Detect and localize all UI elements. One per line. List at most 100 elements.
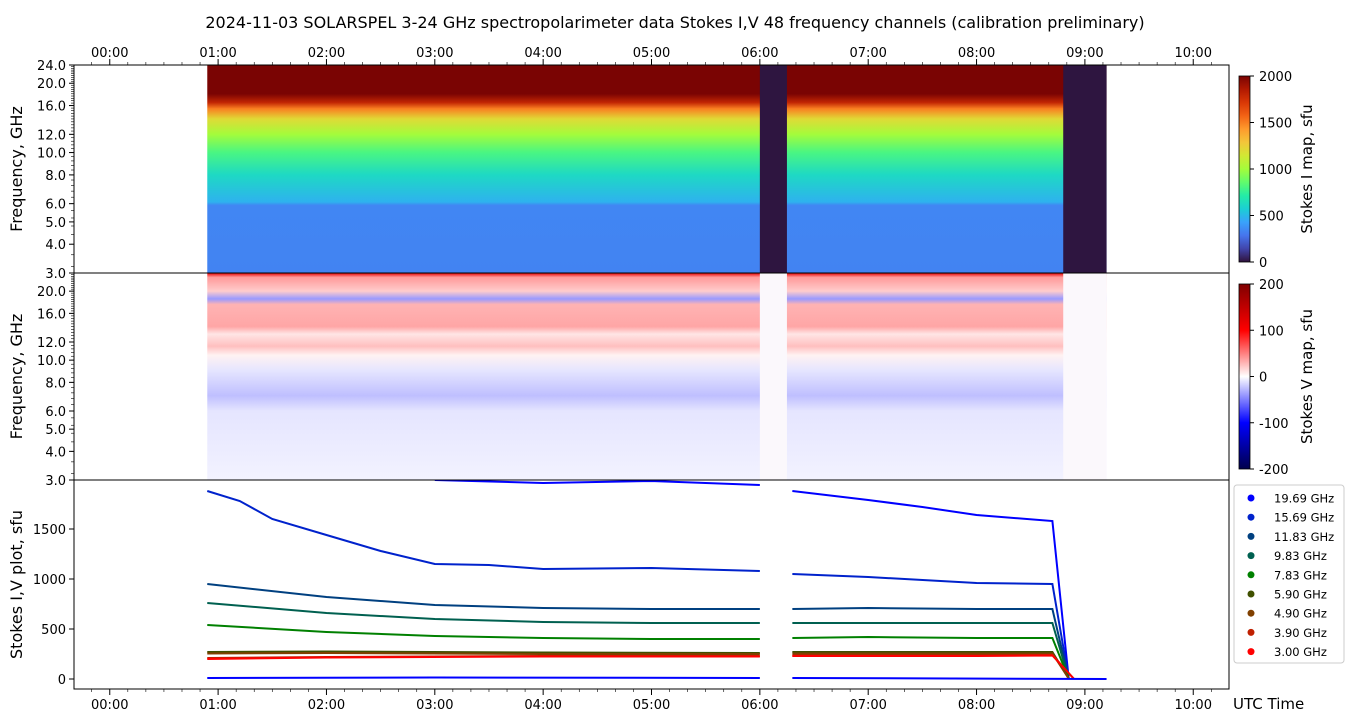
y-tick-label: 3.0 <box>45 267 66 282</box>
legend-label: 5.90 GHz <box>1274 588 1327 602</box>
series-line-15.69 GHz <box>792 573 1070 679</box>
legend-marker <box>1247 628 1255 636</box>
top-time-tick-label: 03:00 <box>416 46 453 61</box>
y-tick-label: 10.0 <box>37 147 66 162</box>
y-tick-label: 10.0 <box>37 354 66 369</box>
stokes-i-map-colorbar <box>1238 75 1251 263</box>
legend-label: 11.83 GHz <box>1274 530 1334 544</box>
colorbar-tick-label: -200 <box>1259 463 1289 478</box>
legend-marker <box>1247 513 1255 521</box>
y-tick-label: 16.0 <box>37 100 66 115</box>
colorbar-tick-label: -100 <box>1259 417 1289 432</box>
y-tick-label: 16.0 <box>37 307 66 322</box>
legend-label: 9.83 GHz <box>1274 549 1327 563</box>
colorbar-tick-label: 1000 <box>1259 163 1292 178</box>
y-tick-label: 6.0 <box>45 198 66 213</box>
series-line-3.00 GHz <box>207 655 760 660</box>
legend-label: 4.90 GHz <box>1274 607 1327 621</box>
top-time-tick-label: 09:00 <box>1066 46 1103 61</box>
y-tick-label: 6.0 <box>45 405 66 420</box>
colorbar-tick-label: 0 <box>1259 256 1267 271</box>
legend-label: 7.83 GHz <box>1274 568 1327 582</box>
series-line-3.00 GHz <box>792 654 1075 680</box>
legend-marker <box>1247 648 1255 656</box>
colorbar-label: Stokes I map, sfu <box>1298 104 1316 233</box>
y-tick-label: 4.0 <box>45 445 66 460</box>
series-line-4.90 GHz <box>792 652 1070 680</box>
bottom-time-tick-label: 03:00 <box>416 698 453 713</box>
legend <box>1233 484 1345 664</box>
series-group <box>206 480 1107 680</box>
x-axis-label: UTC Time <box>1233 695 1304 713</box>
bottom-time-tick-label: 07:00 <box>849 698 886 713</box>
bottom-time-tick-label: 06:00 <box>741 698 778 713</box>
bottom-time-tick-label: 01:00 <box>199 698 236 713</box>
legend-marker <box>1247 552 1255 560</box>
series-line-9.83 GHz <box>792 622 1070 679</box>
colorbar-tick-label: 1500 <box>1259 117 1292 132</box>
series-line-7.83 GHz <box>207 624 760 640</box>
bottom-time-tick-label: 10:00 <box>1175 698 1212 713</box>
bottom-time-tick-label: 09:00 <box>1066 698 1103 713</box>
top-time-tick-label: 01:00 <box>199 46 236 61</box>
legend-marker <box>1247 571 1255 579</box>
series-line-5.90 GHz <box>207 650 760 654</box>
legend-label: 3.90 GHz <box>1274 626 1327 640</box>
y-axis-label: Frequency, GHz <box>7 106 26 232</box>
y-tick-label: 3.0 <box>45 474 66 489</box>
y-tick-label: 4.0 <box>45 238 66 253</box>
series-line-v <box>792 677 1107 680</box>
y-tick-label: 1500 <box>33 523 66 538</box>
legend-marker <box>1247 532 1255 540</box>
y-axis-label: Frequency, GHz <box>7 314 26 440</box>
chart-title: 2024-11-03 SOLARSPEL 3-24 GHz spectropol… <box>205 13 1144 32</box>
series-line-11.83 GHz <box>207 583 760 610</box>
y-tick-label: 12.0 <box>37 336 66 351</box>
colorbar-tick-label: 100 <box>1259 324 1284 339</box>
y-tick-label: 1000 <box>33 573 66 588</box>
top-time-tick-label: 00:00 <box>91 46 128 61</box>
y-tick-label: 24.0 <box>37 59 66 74</box>
bottom-time-tick-label: 00:00 <box>91 698 128 713</box>
legend-label: 3.00 GHz <box>1274 645 1327 659</box>
series-line-15.69 GHz <box>206 490 760 572</box>
y-tick-label: 8.0 <box>45 169 66 184</box>
top-time-tick-label: 06:00 <box>741 46 778 61</box>
y-tick-label: 20.0 <box>37 285 66 300</box>
legend-box <box>1233 484 1345 664</box>
legend-label: 19.69 GHz <box>1274 492 1334 506</box>
legend-marker <box>1247 590 1255 598</box>
series-line-19.69 GHz <box>792 490 1070 679</box>
y-tick-label: 0 <box>58 673 66 688</box>
stokes-v-map-colorbar <box>1238 283 1251 470</box>
legend-label: 15.69 GHz <box>1274 511 1334 525</box>
legend-marker <box>1247 609 1255 617</box>
stokes-v-map-heatmap <box>207 273 1107 480</box>
y-tick-label: 8.0 <box>45 376 66 391</box>
series-line-7.83 GHz <box>792 635 1070 679</box>
y-tick-label: 12.0 <box>37 128 66 143</box>
top-time-tick-label: 10:00 <box>1175 46 1212 61</box>
y-tick-label: 5.0 <box>45 423 66 438</box>
bottom-time-tick-label: 04:00 <box>524 698 561 713</box>
top-time-tick-label: 02:00 <box>308 46 345 61</box>
legend-marker <box>1247 494 1255 502</box>
colorbar-tick-label: 500 <box>1259 210 1284 225</box>
series-line-3.90 GHz <box>792 653 1075 680</box>
series-line-11.83 GHz <box>792 606 1070 679</box>
top-time-tick-label: 04:00 <box>524 46 561 61</box>
series-line-9.83 GHz <box>207 602 760 624</box>
y-axis-label: Stokes I,V plot, sfu <box>7 510 26 659</box>
data-gap <box>1063 273 1107 480</box>
series-line-v <box>207 676 760 679</box>
bottom-time-tick-label: 05:00 <box>633 698 670 713</box>
top-time-tick-label: 07:00 <box>849 46 886 61</box>
colorbar-tick-label: 2000 <box>1259 70 1292 85</box>
data-gap <box>759 65 787 273</box>
y-tick-label: 20.0 <box>37 77 66 92</box>
data-gap <box>1063 65 1107 273</box>
y-tick-label: 500 <box>41 623 66 638</box>
colorbar-tick-label: 200 <box>1259 278 1284 293</box>
colorbar-tick-label: 0 <box>1259 371 1267 386</box>
